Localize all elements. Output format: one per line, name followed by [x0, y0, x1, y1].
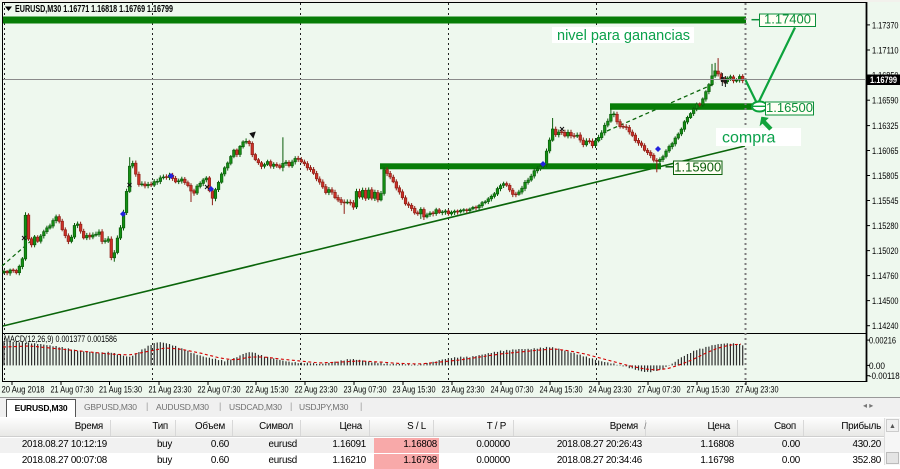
svg-text:23 Aug 15:30: 23 Aug 15:30: [393, 385, 436, 396]
svg-text:1.16590: 1.16590: [872, 96, 899, 107]
svg-text:EURUSD,M30 1.16771 1.16818 1.: EURUSD,M30 1.16771 1.16818 1.16769 1.167…: [15, 4, 173, 15]
svg-text:1.16500: 1.16500: [766, 100, 813, 115]
svg-text:1.15280: 1.15280: [872, 221, 899, 232]
svg-text:1.15020: 1.15020: [872, 246, 899, 257]
svg-text:MACD(12,26,9) 0.001377 0.00158: MACD(12,26,9) 0.001377 0.001586: [4, 334, 117, 345]
svg-text:compra: compra: [722, 130, 775, 147]
svg-text:20 Aug 2018: 20 Aug 2018: [2, 385, 45, 396]
svg-text:0.00: 0.00: [869, 361, 885, 372]
svg-text:1.17110: 1.17110: [872, 45, 899, 56]
svg-text:24 Aug 15:30: 24 Aug 15:30: [540, 385, 583, 396]
svg-text:-0.001182: -0.001182: [869, 371, 900, 382]
svg-text:27 Aug 23:30: 27 Aug 23:30: [736, 385, 779, 396]
svg-text:1.15900: 1.15900: [674, 160, 721, 175]
svg-text:nivel para ganancias: nivel para ganancias: [557, 28, 690, 44]
svg-text:1.16799: 1.16799: [870, 75, 897, 86]
svg-text:24 Aug 07:30: 24 Aug 07:30: [491, 385, 534, 396]
svg-text:22 Aug 23:30: 22 Aug 23:30: [295, 385, 338, 396]
svg-text:21 Aug 23:30: 21 Aug 23:30: [149, 385, 192, 396]
svg-text:21 Aug 15:30: 21 Aug 15:30: [99, 385, 142, 396]
svg-text:23 Aug 07:30: 23 Aug 07:30: [344, 385, 387, 396]
svg-text:1.15805: 1.15805: [872, 171, 899, 182]
svg-text:1.15545: 1.15545: [872, 196, 899, 207]
svg-text:1.14240: 1.14240: [872, 321, 899, 332]
svg-text:1.16325: 1.16325: [872, 121, 899, 132]
svg-text:21 Aug 07:30: 21 Aug 07:30: [51, 385, 94, 396]
svg-text:1.17370: 1.17370: [872, 20, 899, 31]
svg-text:1.17400: 1.17400: [764, 12, 811, 27]
svg-text:22 Aug 15:30: 22 Aug 15:30: [246, 385, 289, 396]
svg-text:1.14500: 1.14500: [872, 296, 899, 307]
svg-text:0.00216: 0.00216: [869, 336, 896, 347]
svg-text:24 Aug 23:30: 24 Aug 23:30: [589, 385, 632, 396]
svg-text:23 Aug 23:30: 23 Aug 23:30: [442, 385, 485, 396]
svg-text:22 Aug 07:30: 22 Aug 07:30: [198, 385, 241, 396]
svg-text:1.16065: 1.16065: [872, 146, 899, 157]
svg-text:27 Aug 15:30: 27 Aug 15:30: [687, 385, 730, 396]
svg-text:27 Aug 07:30: 27 Aug 07:30: [638, 385, 681, 396]
svg-text:1.14760: 1.14760: [872, 271, 899, 282]
